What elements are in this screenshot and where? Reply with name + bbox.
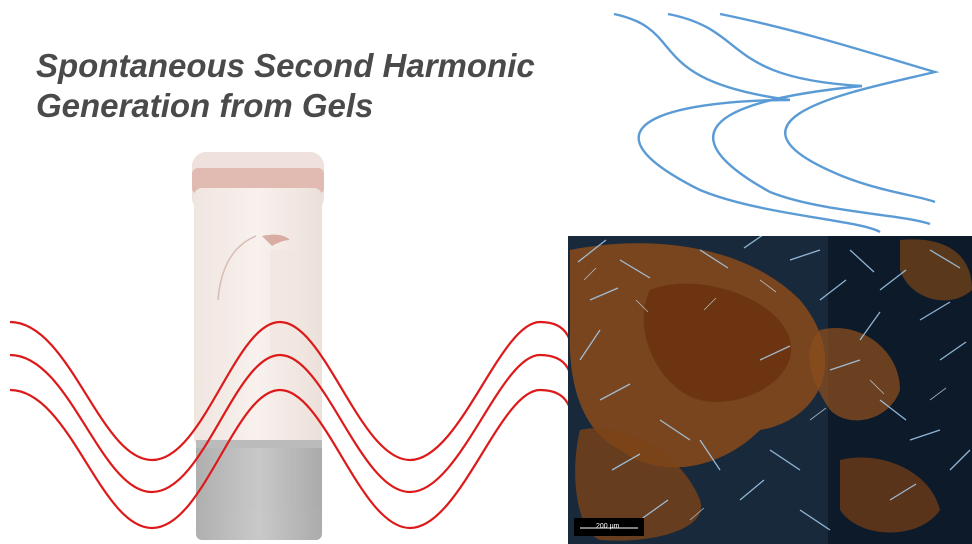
red-wave-3 xyxy=(9,388,577,530)
scale-bar-label: 200 μm xyxy=(596,523,620,530)
blue-wave-2 xyxy=(667,12,931,226)
gel-vial-photo xyxy=(192,152,324,540)
title-line-2: Generation from Gels xyxy=(36,87,374,124)
harmonic-waves xyxy=(613,12,940,234)
title-line-1: Spontaneous Second Harmonic xyxy=(36,47,535,84)
fundamental-waves xyxy=(9,320,577,530)
crystal-micrograph xyxy=(568,236,972,544)
red-wave-1 xyxy=(9,320,577,462)
blue-wave-1 xyxy=(613,12,881,234)
red-wave-2 xyxy=(9,353,577,494)
slide-title: Spontaneous Second Harmonic Generation f… xyxy=(36,46,535,126)
blue-wave-3 xyxy=(719,12,940,204)
